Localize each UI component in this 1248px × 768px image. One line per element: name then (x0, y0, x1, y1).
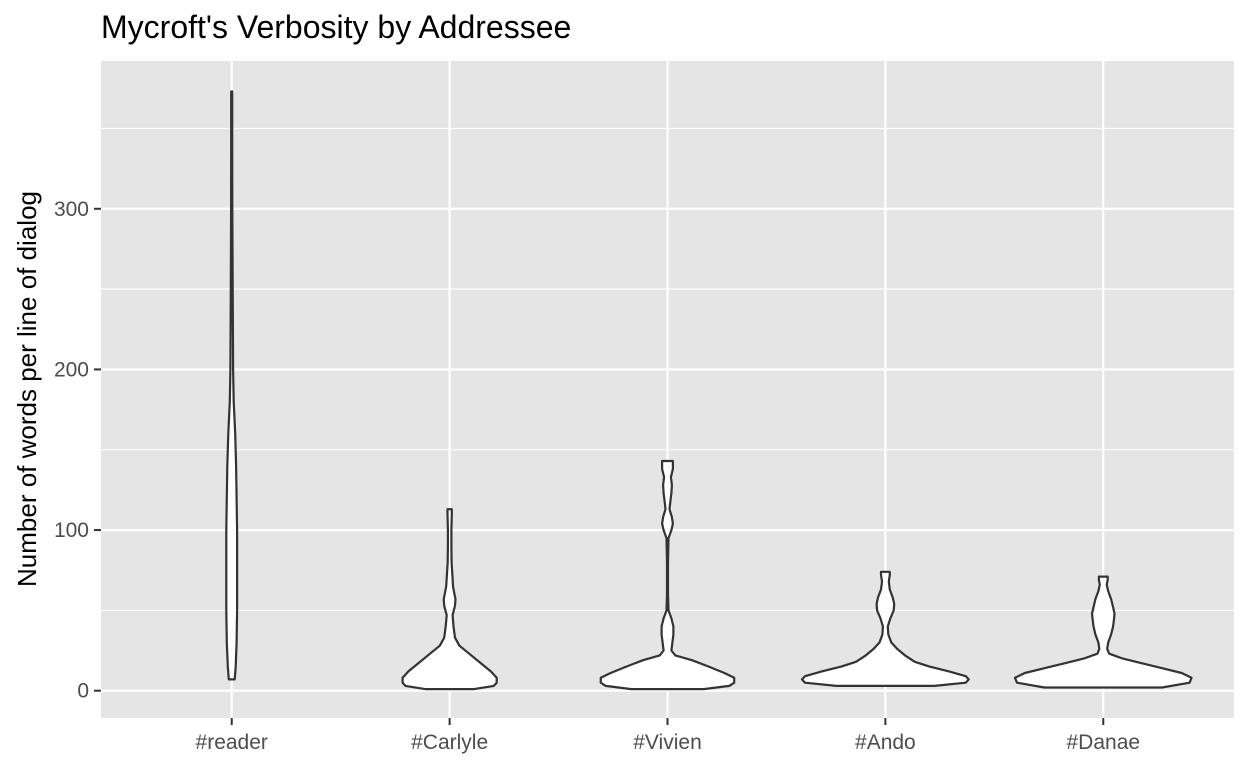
y-tick-label: 200 (54, 358, 89, 381)
y-tick-label: 300 (54, 198, 89, 221)
x-tick-label: #reader (196, 731, 268, 754)
violins (225, 90, 1193, 691)
x-tick-label: #Carlyle (411, 731, 488, 754)
y-axis-label: Number of words per line of dialog (12, 191, 42, 587)
y-axis: 0 100 200 300 (54, 198, 101, 703)
y-tick-label: 100 (54, 519, 89, 542)
x-tick-label: #Danae (1066, 731, 1140, 754)
violin-vivien (599, 459, 736, 691)
violin-reader (225, 90, 239, 681)
chart-title: Mycroft's Verbosity by Addressee (101, 9, 571, 45)
violin-danae (1013, 575, 1193, 689)
x-axis: #reader #Carlyle #Vivien #Ando #Danae (196, 718, 1140, 754)
y-tick-label: 0 (77, 680, 89, 703)
x-tick-label: #Vivien (633, 731, 702, 754)
violin-carlyle (401, 508, 498, 691)
violin-ando (800, 570, 970, 687)
x-tick-label: #Ando (855, 731, 916, 754)
